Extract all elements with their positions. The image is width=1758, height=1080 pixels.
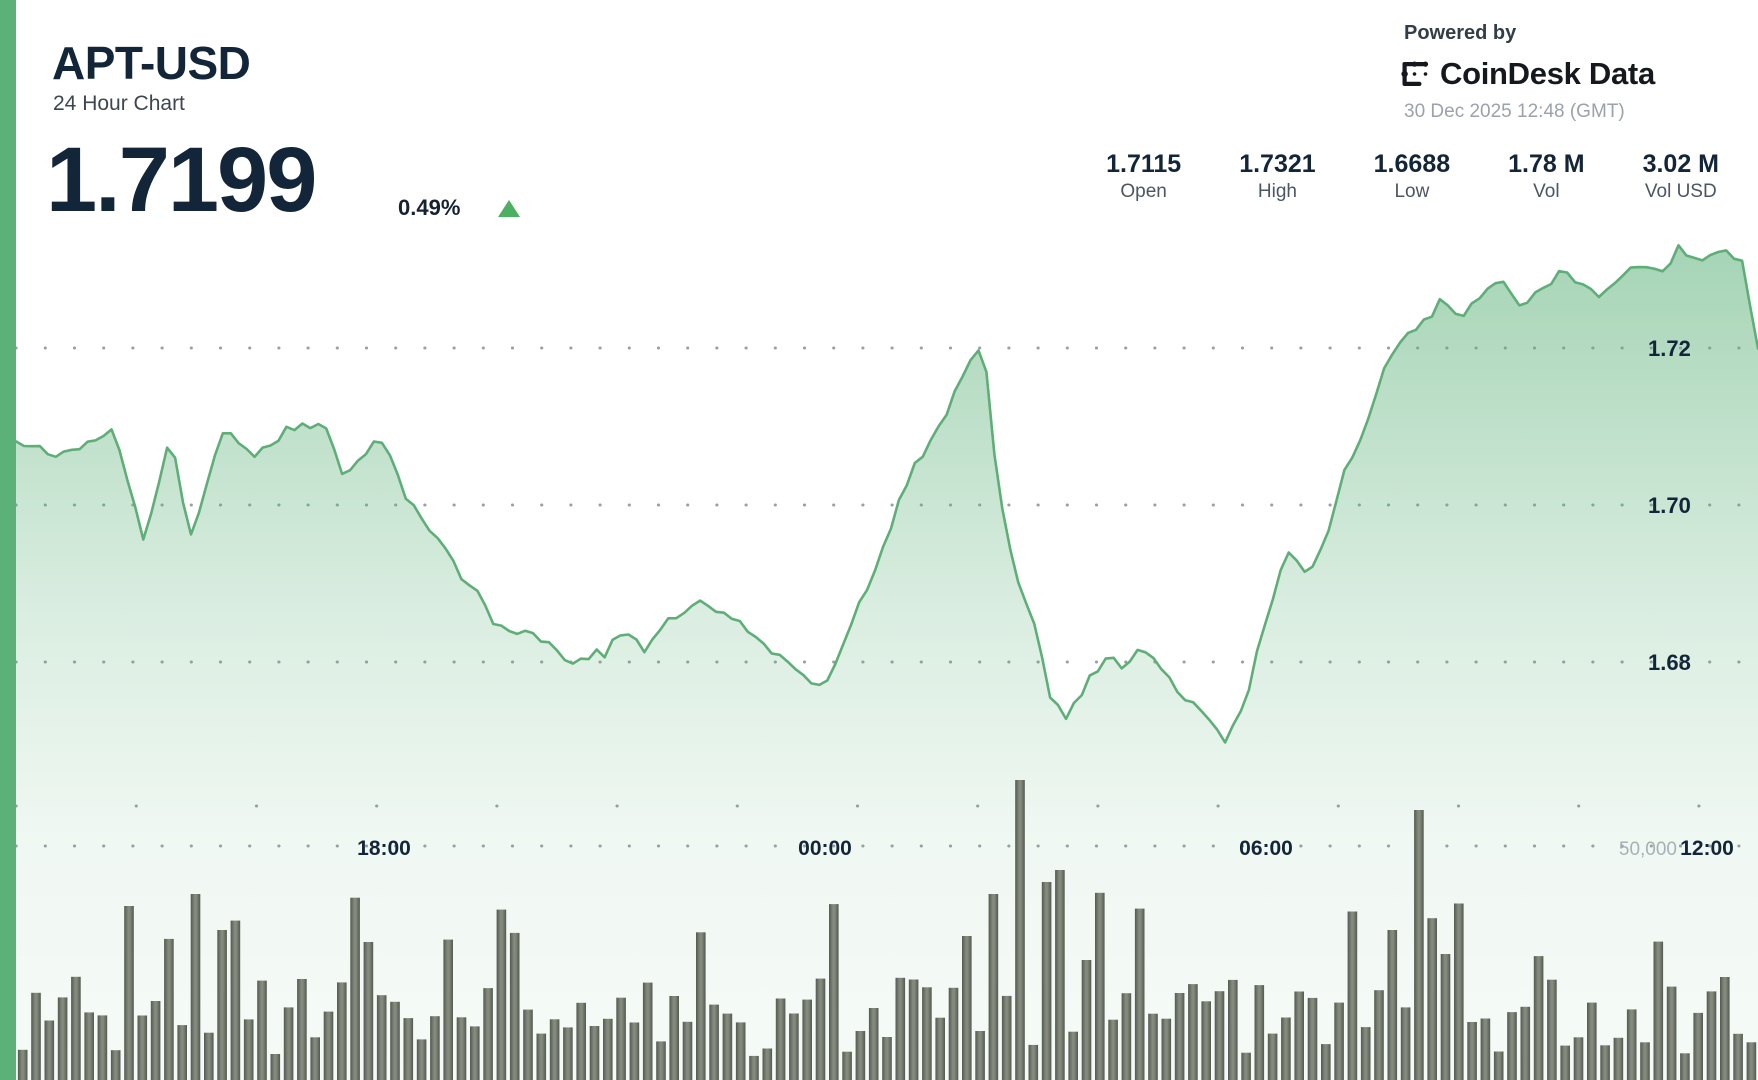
svg-text:1.68: 1.68	[1648, 650, 1691, 675]
svg-text:12:00: 12:00	[1680, 837, 1734, 860]
svg-text:1.70: 1.70	[1648, 493, 1691, 518]
svg-text:50,000: 50,000	[1619, 839, 1677, 860]
svg-text:00:00: 00:00	[798, 837, 852, 860]
svg-text:18:00: 18:00	[357, 837, 411, 860]
svg-text:06:00: 06:00	[1239, 837, 1293, 860]
svg-text:1.72: 1.72	[1648, 336, 1691, 361]
